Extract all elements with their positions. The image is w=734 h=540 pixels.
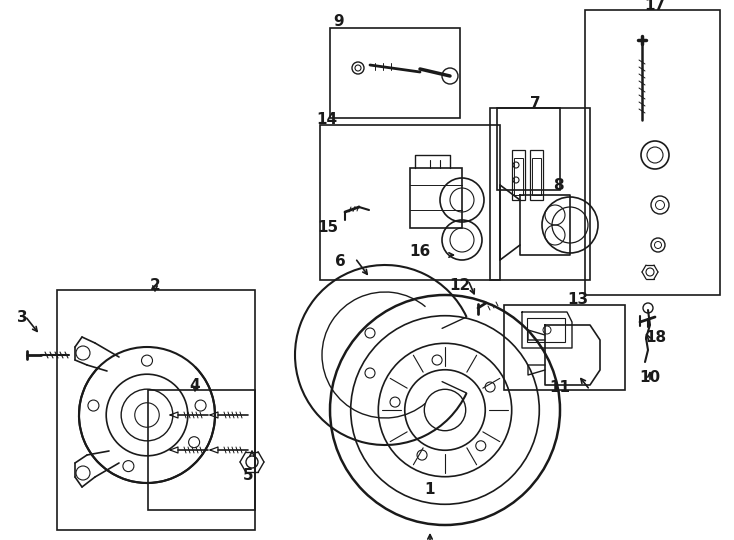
- Text: 18: 18: [645, 330, 666, 346]
- Bar: [585, 10, 720, 295]
- Text: 5: 5: [243, 468, 253, 483]
- Text: 16: 16: [410, 245, 431, 260]
- Text: 2: 2: [150, 278, 160, 293]
- Text: 15: 15: [317, 220, 338, 235]
- Bar: [532, 158, 541, 195]
- Text: 10: 10: [639, 370, 661, 386]
- Text: 13: 13: [567, 292, 589, 307]
- Text: 9: 9: [334, 15, 344, 30]
- Bar: [490, 108, 590, 280]
- Bar: [57, 290, 255, 530]
- Bar: [512, 150, 525, 200]
- Text: 4: 4: [189, 377, 200, 393]
- Bar: [527, 318, 565, 342]
- Bar: [148, 390, 255, 510]
- Text: 6: 6: [335, 254, 346, 269]
- Text: 7: 7: [530, 96, 540, 111]
- Bar: [514, 158, 523, 195]
- Text: 17: 17: [644, 0, 666, 12]
- Text: 12: 12: [449, 278, 470, 293]
- Text: 3: 3: [17, 310, 27, 326]
- Bar: [320, 125, 500, 280]
- Bar: [330, 28, 460, 118]
- Bar: [410, 168, 462, 228]
- Bar: [497, 108, 560, 190]
- Text: 1: 1: [425, 483, 435, 497]
- Text: 14: 14: [316, 111, 338, 126]
- Text: 8: 8: [553, 178, 563, 192]
- Bar: [504, 305, 625, 390]
- Bar: [530, 150, 543, 200]
- Text: 11: 11: [550, 381, 570, 395]
